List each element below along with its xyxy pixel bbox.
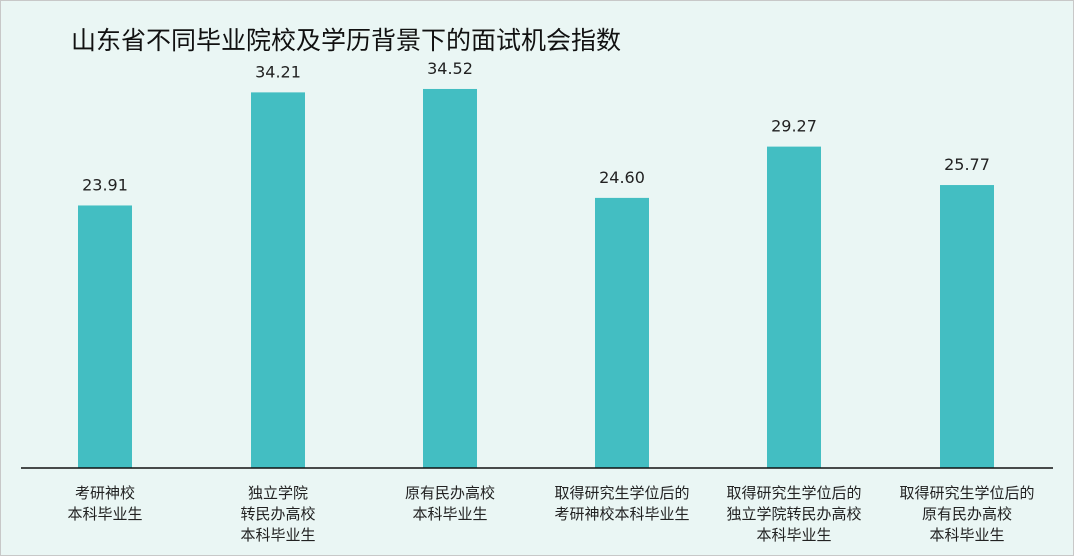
value-label-3: 34.52 bbox=[427, 59, 473, 78]
value-label-6: 25.77 bbox=[944, 155, 990, 174]
value-label-2: 34.21 bbox=[255, 62, 301, 81]
category-label-line: 考研神校本科毕业生 bbox=[554, 505, 689, 523]
bar-5 bbox=[767, 146, 821, 468]
category-label-line: 取得研究生学位后的 bbox=[726, 484, 861, 502]
category-label-line: 独立学院 bbox=[248, 484, 308, 502]
category-label-line: 本科毕业生 bbox=[240, 526, 315, 544]
category-label-3: 原有民办高校本科毕业生 bbox=[405, 484, 495, 523]
category-label-line: 独立学院转民办高校 bbox=[726, 505, 861, 523]
category-label-line: 本科毕业生 bbox=[412, 505, 487, 523]
category-label-4: 取得研究生学位后的考研神校本科毕业生 bbox=[554, 484, 689, 523]
bar-2 bbox=[251, 92, 305, 468]
category-label-5: 取得研究生学位后的独立学院转民办高校本科毕业生 bbox=[726, 484, 861, 544]
bar-1 bbox=[78, 205, 132, 468]
category-label-line: 本科毕业生 bbox=[929, 526, 1004, 544]
category-label-6: 取得研究生学位后的原有民办高校本科毕业生 bbox=[899, 484, 1034, 544]
category-label-2: 独立学院转民办高校本科毕业生 bbox=[240, 484, 315, 544]
category-label-1: 考研神校本科毕业生 bbox=[67, 484, 142, 523]
category-label-line: 原有民办高校 bbox=[922, 505, 1012, 523]
category-label-line: 考研神校 bbox=[75, 484, 135, 502]
bar-6 bbox=[940, 185, 994, 468]
bar-4 bbox=[595, 197, 649, 468]
bar-3 bbox=[423, 88, 477, 468]
value-label-4: 24.60 bbox=[599, 168, 645, 187]
chart-title: 山东省不同毕业院校及学历背景下的面试机会指数 bbox=[71, 26, 622, 55]
value-label-5: 29.27 bbox=[771, 117, 817, 136]
category-label-line: 本科毕业生 bbox=[67, 505, 142, 523]
category-label-line: 本科毕业生 bbox=[756, 526, 831, 544]
category-label-line: 转民办高校 bbox=[240, 505, 315, 523]
category-label-line: 取得研究生学位后的 bbox=[554, 484, 689, 502]
value-label-1: 23.91 bbox=[82, 175, 128, 194]
category-label-line: 原有民办高校 bbox=[405, 484, 495, 502]
category-label-line: 取得研究生学位后的 bbox=[899, 484, 1034, 502]
